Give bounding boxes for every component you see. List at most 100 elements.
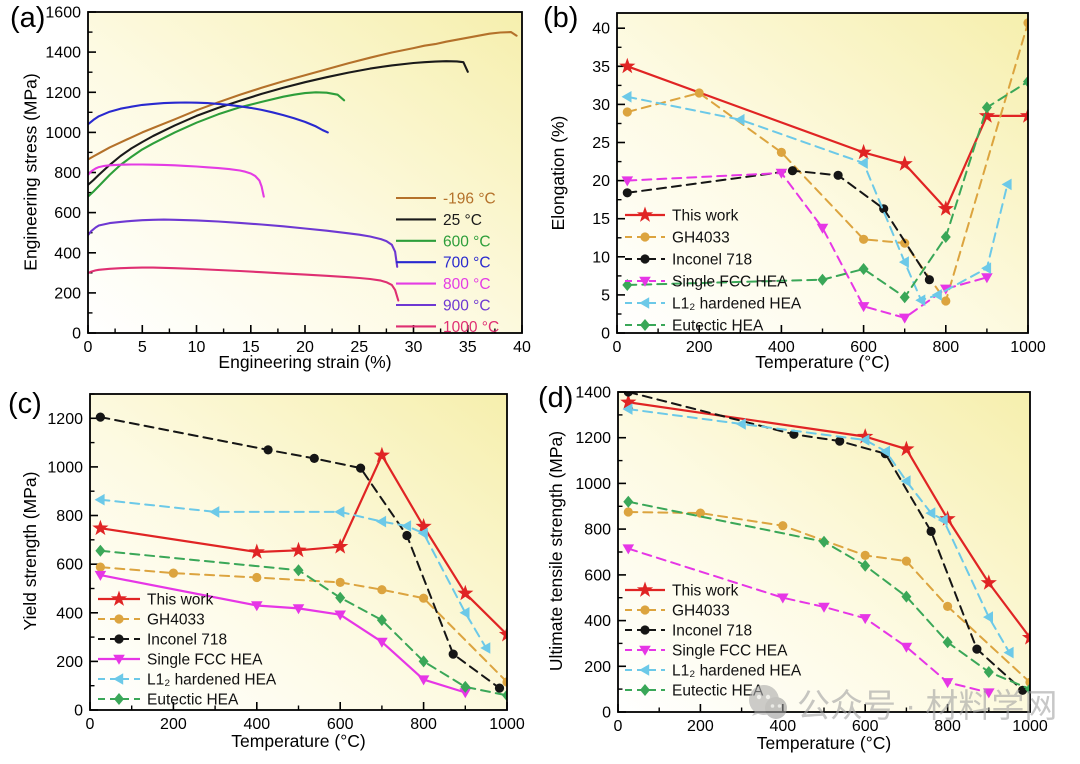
svg-text:Eutectic HEA: Eutectic HEA	[672, 683, 764, 700]
svg-text:L1₂ hardened HEA: L1₂ hardened HEA	[672, 663, 802, 680]
panel-c: 0 200 400 600 800 1000 0 200 400 600 800 1000 1200 Th…	[0, 382, 540, 764]
svg-text:L1₂ hardened HEA: L1₂ hardened HEA	[672, 296, 802, 313]
svg-text:Inconel 718: Inconel 718	[672, 623, 752, 640]
svg-text:1200: 1200	[47, 411, 83, 428]
svg-text:600: 600	[54, 205, 81, 222]
svg-text:L1₂ hardened HEA: L1₂ hardened HEA	[147, 672, 277, 689]
panel-d-xaxis-title: Temperature (°C)	[756, 733, 892, 753]
svg-text:20: 20	[592, 173, 610, 190]
svg-text:1000: 1000	[575, 476, 611, 493]
svg-text:400: 400	[768, 339, 795, 356]
svg-text:5: 5	[601, 287, 610, 304]
svg-text:Eutectic HEA: Eutectic HEA	[147, 692, 239, 709]
svg-text:600 °C: 600 °C	[443, 233, 491, 250]
svg-text:0: 0	[86, 716, 95, 733]
svg-text:1000 °C: 1000 °C	[443, 319, 499, 336]
svg-text:800: 800	[932, 339, 959, 356]
svg-text:800: 800	[56, 508, 83, 525]
svg-text:Inconel 718: Inconel 718	[147, 632, 227, 649]
svg-text:200: 200	[56, 654, 83, 671]
svg-text:25: 25	[350, 339, 368, 356]
svg-text:1200: 1200	[45, 85, 81, 102]
svg-text:0: 0	[613, 339, 622, 356]
svg-text:10: 10	[592, 249, 610, 266]
panel-a-label: (a)	[10, 2, 46, 34]
svg-text:40: 40	[513, 339, 531, 356]
svg-text:1200: 1200	[575, 430, 611, 447]
svg-text:10: 10	[188, 339, 206, 356]
svg-text:0: 0	[602, 705, 611, 722]
svg-text:200: 200	[687, 718, 714, 735]
panel-b-chart: 0 200 400 600 800 1000 0 5 10 15 20 25 30 35 40 This wo…	[592, 12, 1046, 356]
panel-c-chart: 0 200 400 600 800 1000 0 200 400 600 800 1000 1200 Th…	[47, 393, 525, 733]
panel-c-xaxis-title: Temperature (°C)	[231, 731, 366, 751]
panel-a-yaxis-title: Engineering stress (MPa)	[20, 73, 41, 271]
svg-text:This work: This work	[672, 208, 739, 225]
svg-text:400: 400	[56, 605, 83, 622]
svg-text:Single FCC HEA: Single FCC HEA	[147, 652, 263, 669]
svg-text:800: 800	[54, 165, 81, 182]
panel-b: 0 200 400 600 800 1000 0 5 10 15 20 25 30 35 40 This wo…	[540, 0, 1080, 382]
svg-text:GH4033: GH4033	[672, 230, 730, 247]
svg-text:15: 15	[242, 339, 260, 356]
svg-text:1600: 1600	[45, 5, 81, 22]
svg-text:600: 600	[584, 567, 611, 584]
svg-text:400: 400	[584, 613, 611, 630]
svg-text:0: 0	[72, 326, 81, 343]
svg-text:35: 35	[459, 339, 477, 356]
svg-text:200: 200	[54, 285, 81, 302]
svg-text:700 °C: 700 °C	[443, 255, 491, 272]
svg-text:1000: 1000	[1012, 718, 1048, 735]
panel-c-label: (c)	[8, 388, 42, 420]
panel-a-chart: 0 5 10 15 20 25 30 35 40020040060080010001200140…	[45, 5, 531, 357]
panel-d: 0 200 400 600 800 1000 0 200 400 600 800 1000 1200 14…	[538, 382, 1080, 764]
panel-d-yaxis-title: Ultimate tensile strength (MPa)	[546, 430, 566, 672]
svg-text:1400: 1400	[575, 385, 611, 402]
svg-text:5: 5	[138, 339, 147, 356]
panel-b-xaxis-title: Temperature (°C)	[755, 352, 890, 372]
svg-text:GH4033: GH4033	[147, 612, 205, 629]
svg-text:This work: This work	[147, 592, 214, 609]
watermark: 公众号 · 材料学网	[744, 679, 1057, 727]
svg-text:1000: 1000	[1010, 339, 1046, 356]
svg-text:30: 30	[405, 339, 423, 356]
svg-text:800: 800	[410, 716, 437, 733]
svg-text:900 °C: 900 °C	[443, 298, 491, 315]
svg-text:600: 600	[327, 716, 354, 733]
svg-text:1400: 1400	[45, 45, 81, 62]
svg-text:200: 200	[686, 339, 713, 356]
svg-text:0: 0	[614, 718, 623, 735]
svg-text:20: 20	[296, 339, 314, 356]
svg-text:400: 400	[243, 716, 270, 733]
svg-text:0: 0	[84, 339, 93, 356]
svg-text:Single FCC HEA: Single FCC HEA	[672, 643, 788, 660]
svg-text:GH4033: GH4033	[672, 603, 730, 620]
panel-a: 0 5 10 15 20 25 30 35 40 0 200 400 600 800 1000 1200 140…	[0, 0, 540, 382]
panel-d-label: (d)	[538, 382, 574, 414]
svg-text:Single FCC HEA: Single FCC HEA	[672, 274, 788, 291]
svg-text:This work: This work	[672, 583, 739, 600]
panel-b-yaxis-title: Elongation (%)	[548, 115, 568, 231]
svg-text:800: 800	[934, 718, 961, 735]
svg-text:400: 400	[54, 245, 81, 262]
svg-text:0: 0	[601, 326, 610, 343]
svg-text:Inconel 718: Inconel 718	[672, 252, 752, 269]
watermark-text: 公众号 · 材料学网	[797, 687, 1058, 724]
svg-text:-196 °C: -196 °C	[443, 191, 496, 208]
panel-b-label: (b)	[543, 2, 579, 34]
svg-text:200: 200	[160, 716, 187, 733]
svg-text:600: 600	[56, 557, 83, 574]
svg-text:1000: 1000	[45, 125, 81, 142]
svg-text:Eutectic HEA: Eutectic HEA	[672, 318, 764, 335]
svg-text:600: 600	[850, 339, 877, 356]
wechat-icon	[749, 685, 787, 719]
svg-text:1000: 1000	[489, 716, 525, 733]
svg-text:800 °C: 800 °C	[443, 276, 491, 293]
panel-d-chart: 0 200 400 600 800 1000 0 200 400 600 800 1000 1200 14…	[575, 385, 1048, 736]
svg-text:40: 40	[592, 21, 610, 38]
svg-text:400: 400	[769, 718, 796, 735]
panel-c-yaxis-title: Yield strength (MPa)	[20, 471, 40, 631]
svg-text:25: 25	[592, 135, 610, 152]
svg-text:25 °C: 25 °C	[443, 212, 482, 229]
